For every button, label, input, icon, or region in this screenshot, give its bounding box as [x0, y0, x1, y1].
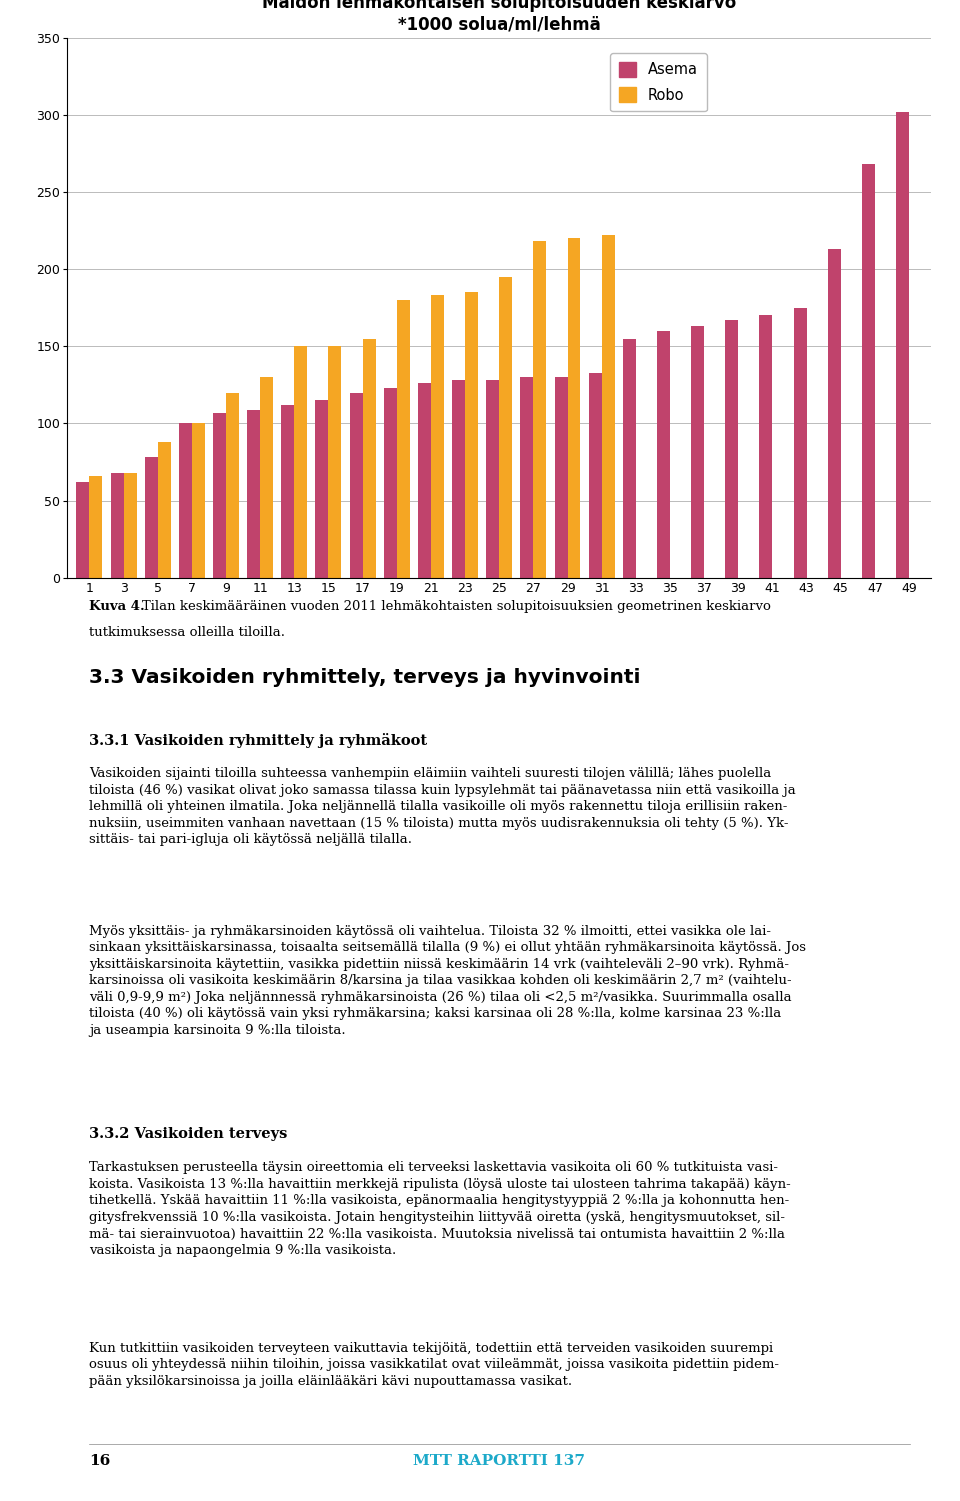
Bar	[431, 296, 444, 578]
Bar	[623, 339, 636, 578]
Bar	[602, 236, 614, 578]
Bar	[567, 239, 581, 578]
Bar	[691, 326, 704, 578]
Bar	[192, 423, 204, 578]
Text: 16: 16	[88, 1453, 110, 1468]
Bar	[499, 276, 513, 578]
Bar	[363, 339, 375, 578]
Bar	[828, 249, 841, 578]
Bar	[328, 347, 342, 578]
Bar	[295, 347, 307, 578]
Bar	[418, 383, 431, 578]
Bar	[862, 164, 875, 578]
Bar	[896, 111, 909, 578]
Text: Tarkastuksen perusteella täysin oireettomia eli terveeksi laskettavia vasikoita : Tarkastuksen perusteella täysin oireetto…	[88, 1162, 790, 1256]
Text: 3.3.1 Vasikoiden ryhmittely ja ryhmäkoot: 3.3.1 Vasikoiden ryhmittely ja ryhmäkoot	[88, 732, 427, 747]
Bar	[349, 393, 363, 578]
Title: Maidon lehmäkohtaisen solupitoisuuden keskiarvo
*1000 solua/ml/lehmä: Maidon lehmäkohtaisen solupitoisuuden ke…	[262, 0, 736, 33]
Bar	[384, 387, 396, 578]
Bar	[260, 377, 274, 578]
Text: 3.3.2 Vasikoiden terveys: 3.3.2 Vasikoiden terveys	[88, 1127, 287, 1141]
Bar	[110, 473, 124, 578]
Text: Tilan keskimääräinen vuoden 2011 lehmäkohtaisten solupitoisuuksien geometrinen k: Tilan keskimääräinen vuoden 2011 lehmäko…	[142, 600, 771, 614]
Bar	[452, 380, 465, 578]
Text: tutkimuksessa olleilla tiloilla.: tutkimuksessa olleilla tiloilla.	[88, 626, 285, 638]
Bar	[157, 441, 171, 578]
Bar	[520, 377, 534, 578]
Bar	[124, 473, 136, 578]
Bar	[465, 293, 478, 578]
Bar	[657, 330, 670, 578]
Bar	[725, 320, 738, 578]
Bar	[534, 242, 546, 578]
Bar	[316, 401, 328, 578]
Bar	[213, 413, 226, 578]
Bar	[226, 393, 239, 578]
Bar	[396, 300, 410, 578]
Bar	[145, 458, 157, 578]
Bar	[179, 423, 192, 578]
Bar	[759, 315, 773, 578]
Bar	[281, 405, 295, 578]
Bar	[588, 372, 602, 578]
Text: 3.3 Vasikoiden ryhmittely, terveys ja hyvinvointi: 3.3 Vasikoiden ryhmittely, terveys ja hy…	[88, 668, 640, 687]
Text: Kun tutkittiin vasikoiden terveyteen vaikuttavia tekijöitä, todettiin että terve: Kun tutkittiin vasikoiden terveyteen vai…	[88, 1342, 779, 1387]
Legend: Asema, Robo: Asema, Robo	[611, 53, 707, 111]
Bar	[89, 476, 103, 578]
Text: Vasikoiden sijainti tiloilla suhteessa vanhempiin eläimiin vaihteli suuresti til: Vasikoiden sijainti tiloilla suhteessa v…	[88, 767, 796, 847]
Text: Myös yksittäis- ja ryhmäkarsinoiden käytössä oli vaihtelua. Tiloista 32 % ilmoit: Myös yksittäis- ja ryhmäkarsinoiden käyt…	[88, 925, 805, 1037]
Bar	[77, 482, 89, 578]
Bar	[247, 410, 260, 578]
Bar	[794, 308, 806, 578]
Bar	[486, 380, 499, 578]
Bar	[555, 377, 567, 578]
Text: MTT RAPORTTI 137: MTT RAPORTTI 137	[413, 1453, 586, 1468]
Text: Kuva 4.: Kuva 4.	[88, 600, 145, 614]
